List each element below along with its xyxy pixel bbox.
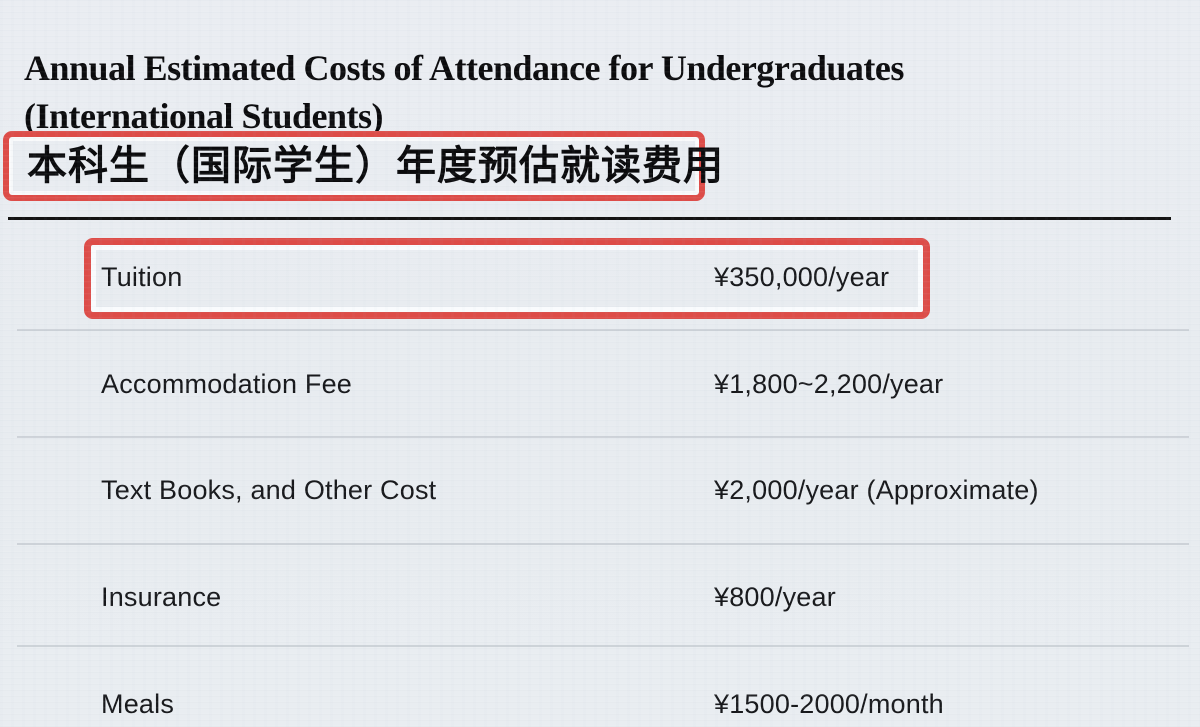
row-label: Text Books, and Other Cost xyxy=(101,475,437,505)
page-title: Annual Estimated Costs of Attendance for… xyxy=(24,44,1084,140)
row-value: ¥1,800~2,200/year xyxy=(714,369,944,399)
row-label: Meals xyxy=(101,689,175,719)
row-divider xyxy=(17,645,1189,647)
row-value: ¥350,000/year xyxy=(714,262,890,292)
row-value: ¥1500-2000/month xyxy=(714,689,944,719)
table-row-textbooks: Text Books, and Other Cost ¥2,000/year (… xyxy=(0,473,1200,507)
page-title-chinese: 本科生（国际学生）年度预估就读费用 xyxy=(27,144,724,188)
row-divider xyxy=(17,329,1189,331)
row-divider xyxy=(17,436,1189,438)
table-row-accommodation: Accommodation Fee ¥1,800~2,200/year xyxy=(0,367,1200,401)
row-value: ¥800/year xyxy=(714,582,836,612)
horizontal-rule xyxy=(8,217,1171,220)
row-divider xyxy=(17,543,1189,545)
page-title-line2: (International Students) xyxy=(24,96,384,136)
row-label: Tuition xyxy=(101,262,183,292)
row-label: Insurance xyxy=(101,582,222,612)
page-title-line1: Annual Estimated Costs of Attendance for… xyxy=(24,48,904,88)
chinese-title-highlight-box: 本科生（国际学生）年度预估就读费用 xyxy=(3,131,723,201)
row-value: ¥2,000/year (Approximate) xyxy=(714,475,1039,505)
table-row-meals: Meals ¥1500-2000/month xyxy=(0,687,1200,721)
row-label: Accommodation Fee xyxy=(101,369,353,399)
table-row-tuition: Tuition ¥350,000/year xyxy=(0,260,1200,294)
table-row-insurance: Insurance ¥800/year xyxy=(0,580,1200,614)
